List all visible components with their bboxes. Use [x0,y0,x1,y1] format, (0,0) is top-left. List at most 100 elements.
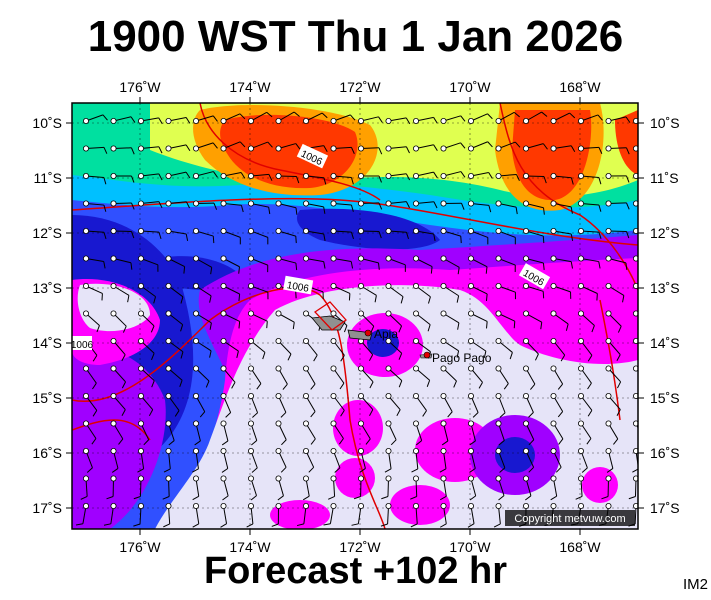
wind-barb-feather [427,324,431,332]
wind-barb-feather [398,380,403,388]
wind-barb-shaft [305,203,324,208]
wind-station-dot [275,420,282,427]
wind-barb-shaft [168,285,184,298]
wind-barb-feather [340,410,345,417]
wind-barb-feather [513,111,520,118]
wind-barb-shaft [168,258,185,267]
wind-barb-feather [543,207,545,215]
wind-barb-feather [205,380,210,388]
wind-barb-shaft [223,141,241,149]
wind-barb-feather [587,382,592,390]
wind-barb-feather [293,111,300,117]
wind-station-dot [110,365,117,372]
wind-barb-feather [321,112,328,119]
wind-barb-feather [163,523,170,528]
wind-station-dot [550,392,557,399]
wind-station-dot [550,310,557,317]
wind-station-dot [440,118,447,125]
wind-station-dot [330,475,337,482]
wind-barb-feather [528,439,535,446]
wind-station-dot [523,255,530,262]
wind-barb-feather [515,174,520,181]
wind-barb-feather [598,177,602,185]
wind-station-dot [192,447,199,454]
wind-barb-shaft [525,450,535,468]
wind-barb-feather [180,324,184,332]
wind-barb-shaft [305,175,324,179]
wind-barb-feather [262,352,266,360]
wind-station-dot [385,172,392,179]
wind-barb-shaft [223,423,229,442]
isobar-labels: 1006 1006 1006 1006 [71,143,551,351]
wind-station-dot [550,502,557,509]
wind-station-dot [302,420,309,427]
wind-station-dot [110,447,117,454]
wind-station-dot [550,172,557,179]
wind-barb-feather [131,231,135,239]
wind-station-dot [302,502,309,509]
wind-barb-feather [405,146,410,154]
wind-barb-feather [91,438,97,445]
wind-barb-feather [557,383,564,390]
wind-station-dot [247,118,254,125]
wind-barb-feather [133,523,141,527]
wind-barb-feather [525,495,532,501]
wind-barb-shaft [85,285,103,294]
wind-barb-feather [365,438,371,445]
wind-station-dot [412,337,419,344]
lon-label: 170˚W [449,79,491,95]
wind-barb-feather [296,176,300,184]
wind-barb-shaft [140,117,159,122]
wind-station-dot [412,227,419,234]
wind-station-dot [220,227,227,234]
wind-barb-shaft [415,230,434,235]
wind-barb-feather [378,175,382,183]
wind-barb-feather [622,295,625,303]
wind-station-dot [137,255,144,262]
wind-station-dot [467,420,474,427]
wind-station-dot [247,200,254,207]
wind-barb-feather [384,468,392,473]
wind-barb-feather [460,236,462,244]
wind-barb-shaft [85,146,104,149]
copyright-box [505,510,635,526]
wind-station-dot [220,200,227,207]
wind-station-dot [633,393,638,399]
wind-barb-shaft [525,395,534,413]
wind-barb-shaft [415,285,431,298]
wind-barb-feather [378,147,383,155]
wind-station-dot [523,447,530,454]
precipitation-field [72,103,638,529]
wind-barb-shaft [525,203,544,209]
wind-station-dot [83,475,90,482]
wind-barb-feather [103,204,107,212]
wind-station-dot [83,392,90,399]
wind-barb-shaft [85,313,100,326]
wind-barb-feather [158,117,163,125]
lat-label: 14˚S [650,335,680,351]
wind-barb-feather [411,468,419,473]
wind-station-dot [247,392,254,399]
wind-station-dot [110,227,117,234]
wind-barb-feather [447,411,453,418]
wind-barb-feather [96,325,100,333]
wind-barb-feather [570,145,576,153]
wind-barb-shaft [223,258,240,268]
wind-barb-feather [280,412,287,418]
wind-station-dot [247,502,254,509]
wind-barb-feather [433,117,438,124]
lon-label: 174˚W [229,539,271,555]
wind-station-dot [330,118,337,125]
wind-barb-shaft [360,116,379,122]
wind-barb-feather [601,496,609,500]
wind-barb-shaft [305,423,316,440]
wind-barb-feather [209,350,212,358]
wind-station-dot [495,310,502,317]
wind-barb-feather [381,496,389,500]
wind-barb-shaft [305,478,310,497]
wind-station-dot [633,503,638,509]
islands [311,301,433,359]
wind-station-dot [330,145,337,152]
wind-station-dot [412,502,419,509]
wind-barb-shaft [250,368,262,384]
